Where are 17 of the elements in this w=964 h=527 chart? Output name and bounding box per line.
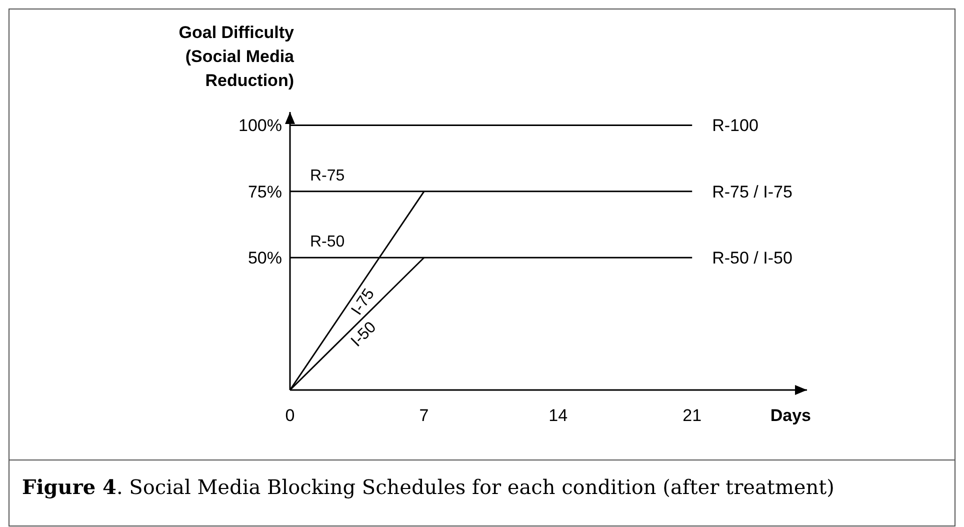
x-axis-title: Days	[770, 406, 811, 425]
annotation: R-50 / I-50	[712, 248, 792, 268]
caption: Figure 4. Social Media Blocking Schedules for each condition (after treatment)	[22, 475, 834, 499]
x-tick-label: 21	[682, 406, 702, 425]
x-tick-label: 14	[548, 406, 568, 425]
y-tick-label: 50%	[248, 248, 282, 268]
annotation: R-100	[712, 116, 758, 136]
series-label: R-75	[310, 167, 345, 184]
y-axis-title: Goal Difficulty (Social Media Reduction)	[178, 23, 295, 90]
annotation: R-75 / I-75	[712, 182, 792, 202]
y-tick-label: 75%	[248, 182, 282, 202]
text: I-50	[348, 318, 380, 350]
x-tick-label: 7	[419, 406, 429, 425]
x-tick-label: 0	[285, 406, 295, 425]
y-tick-label: 100%	[238, 116, 282, 136]
text: I-75	[348, 286, 378, 318]
series-label: R-50	[310, 234, 345, 251]
